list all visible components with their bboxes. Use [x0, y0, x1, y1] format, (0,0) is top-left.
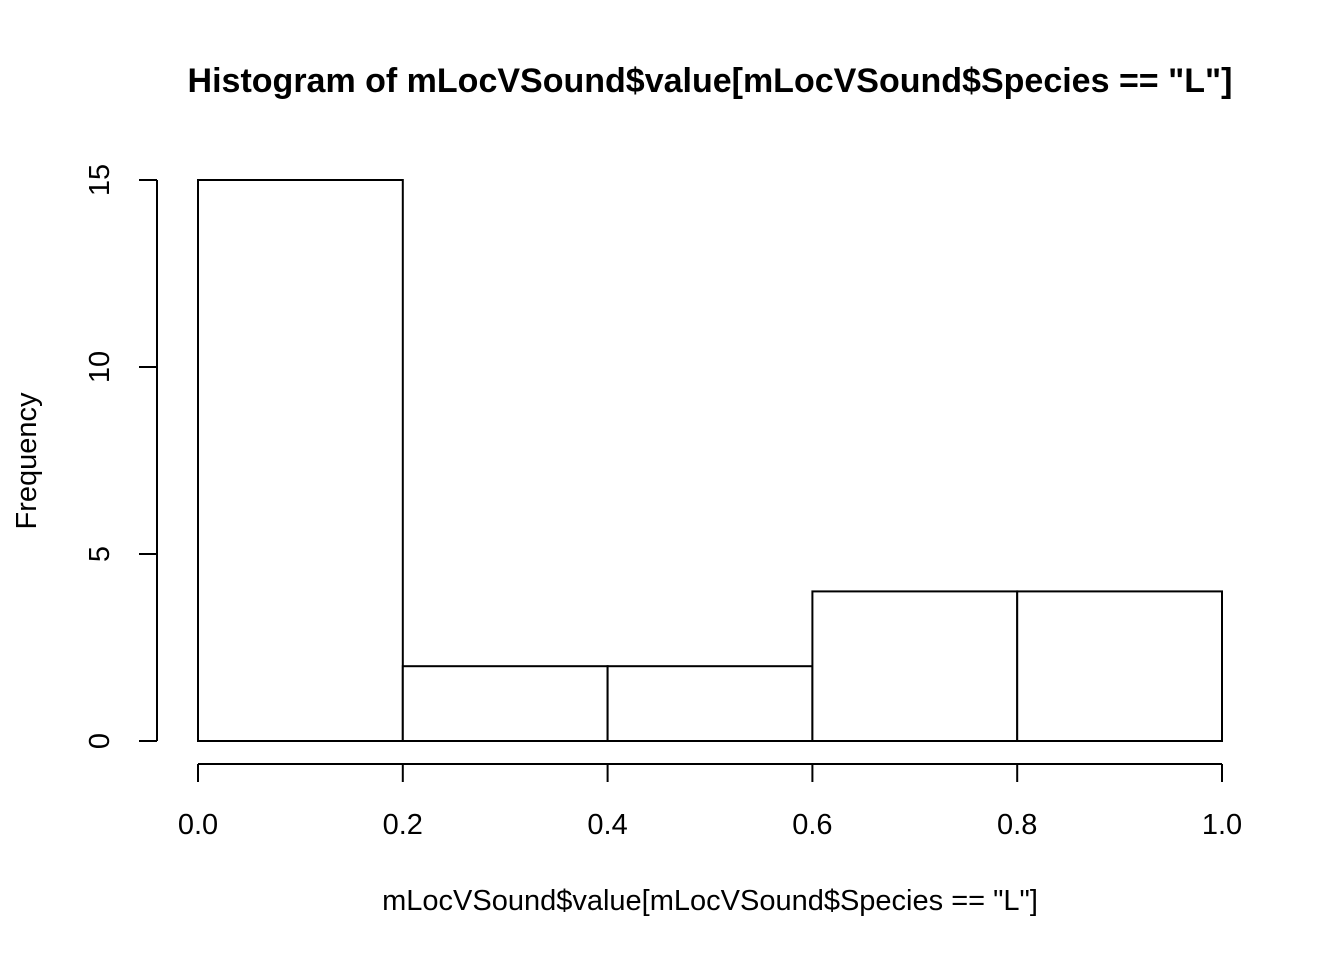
x-tick-label-0: 0.0 — [178, 809, 218, 841]
chart-title: Histogram of mLocVSound$value[mLocVSound… — [188, 62, 1233, 100]
histogram-bar-1 — [401, 665, 609, 743]
histogram-bar-4 — [1016, 590, 1224, 743]
x-tick-label-1: 0.2 — [383, 809, 423, 841]
x-tick-label-3: 0.6 — [792, 809, 832, 841]
histogram-bar-3 — [811, 590, 1019, 743]
histogram-bar-0 — [197, 179, 404, 742]
x-axis-label: mLocVSound$value[mLocVSound$Species == "… — [382, 885, 1038, 917]
y-tick-label-3: 15 — [84, 164, 116, 196]
y-tick-label-2: 10 — [84, 351, 116, 383]
y-axis-label: Frequency — [11, 392, 43, 530]
y-axis: 0 5 10 15 — [84, 164, 158, 749]
x-tick-label-4: 0.8 — [997, 809, 1037, 841]
y-tick-label-1: 5 — [84, 546, 116, 562]
bars-group — [197, 179, 1224, 743]
x-tick-label-5: 1.0 — [1202, 809, 1242, 841]
histogram-bar-2 — [606, 665, 814, 743]
x-axis: 0.0 0.2 0.4 0.6 0.8 1.0 — [178, 763, 1242, 841]
x-tick-label-2: 0.4 — [587, 809, 627, 841]
y-tick-label-0: 0 — [84, 733, 116, 749]
